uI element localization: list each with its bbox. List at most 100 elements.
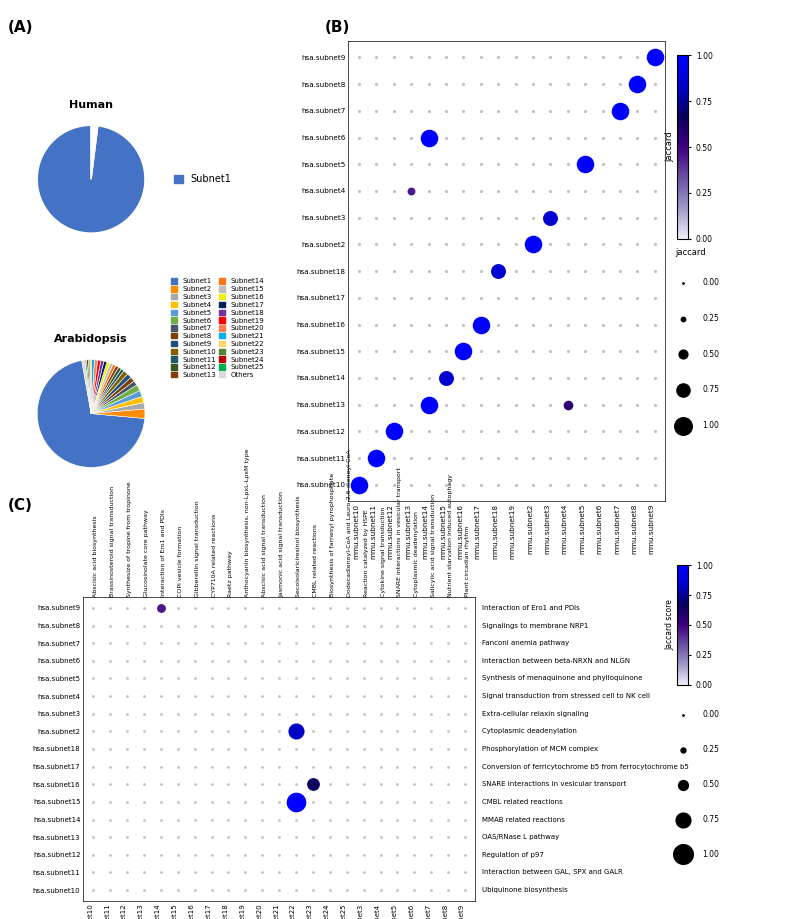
Point xyxy=(357,688,370,703)
Point xyxy=(324,795,337,810)
Point xyxy=(544,237,557,252)
Point xyxy=(324,812,337,827)
Point xyxy=(649,344,661,358)
Point xyxy=(375,830,387,845)
Point xyxy=(562,290,574,305)
Point xyxy=(307,830,319,845)
Point xyxy=(459,812,471,827)
Point xyxy=(154,777,167,791)
Point xyxy=(422,264,435,278)
Wedge shape xyxy=(91,366,119,414)
Point xyxy=(341,847,353,862)
Point xyxy=(341,707,353,721)
Text: Raetz pathway: Raetz pathway xyxy=(228,550,234,597)
Point xyxy=(205,688,218,703)
Point xyxy=(256,759,268,774)
Point xyxy=(408,688,421,703)
Point xyxy=(509,370,522,385)
Point xyxy=(596,478,609,493)
Point xyxy=(527,344,539,358)
Point xyxy=(405,264,417,278)
Point xyxy=(492,237,505,252)
Point xyxy=(649,424,661,438)
Point xyxy=(205,882,218,897)
Point xyxy=(422,184,435,199)
Text: Interaction of Ero1 and PDIs: Interaction of Ero1 and PDIs xyxy=(482,605,580,611)
Point xyxy=(509,184,522,199)
Point xyxy=(649,237,661,252)
Point xyxy=(442,688,455,703)
Text: Cytoplasmic deadenylation: Cytoplasmic deadenylation xyxy=(482,729,577,734)
Point xyxy=(562,264,574,278)
Text: Fanconi anemia pathway: Fanconi anemia pathway xyxy=(482,641,569,646)
Point xyxy=(422,157,435,172)
Point xyxy=(459,671,471,686)
Point xyxy=(405,397,417,412)
Wedge shape xyxy=(91,378,134,414)
Point xyxy=(375,636,387,651)
Point xyxy=(324,671,337,686)
Text: Cytoplasmic deadenylation: Cytoplasmic deadenylation xyxy=(414,512,420,597)
Point xyxy=(120,601,133,616)
Point xyxy=(222,653,234,668)
Point xyxy=(408,618,421,633)
Point xyxy=(272,777,285,791)
Point xyxy=(104,653,116,668)
Point xyxy=(457,184,470,199)
Text: Ubiquinone biosynthesis: Ubiquinone biosynthesis xyxy=(482,887,568,893)
Point xyxy=(631,157,644,172)
Point xyxy=(527,237,539,252)
Point xyxy=(492,130,505,145)
Point xyxy=(357,812,370,827)
Point xyxy=(614,290,626,305)
Point xyxy=(579,104,592,119)
Point xyxy=(171,795,184,810)
Point xyxy=(239,777,252,791)
Point xyxy=(154,707,167,721)
Text: Signal transduction from stressed cell to NK cell: Signal transduction from stressed cell t… xyxy=(482,693,650,699)
Point xyxy=(387,344,400,358)
Wedge shape xyxy=(91,125,98,179)
Point xyxy=(527,290,539,305)
Point xyxy=(442,795,455,810)
Point xyxy=(614,264,626,278)
Point xyxy=(120,812,133,827)
Text: Plant circadian rhythm: Plant circadian rhythm xyxy=(465,526,470,597)
Point xyxy=(391,601,404,616)
Point xyxy=(596,370,609,385)
Point xyxy=(205,759,218,774)
Point xyxy=(352,264,365,278)
Point xyxy=(422,104,435,119)
Point xyxy=(391,882,404,897)
Point xyxy=(188,653,201,668)
Point xyxy=(171,882,184,897)
Text: 0.25: 0.25 xyxy=(703,314,719,323)
Point xyxy=(440,450,452,465)
Point xyxy=(457,344,470,358)
Point xyxy=(171,812,184,827)
Point xyxy=(408,830,421,845)
Point xyxy=(138,830,150,845)
Point xyxy=(391,618,404,633)
Point xyxy=(391,812,404,827)
Point xyxy=(205,671,218,686)
Point xyxy=(527,370,539,385)
Point xyxy=(188,847,201,862)
Point xyxy=(459,830,471,845)
Point xyxy=(422,130,435,145)
Point xyxy=(272,882,285,897)
Point xyxy=(387,210,400,225)
Wedge shape xyxy=(91,396,144,414)
Point xyxy=(87,759,100,774)
Point xyxy=(357,830,370,845)
Point xyxy=(509,157,522,172)
Point xyxy=(154,671,167,686)
Point xyxy=(290,847,303,862)
Point xyxy=(171,724,184,739)
Point xyxy=(222,742,234,756)
Point xyxy=(440,104,452,119)
Point xyxy=(579,397,592,412)
Point xyxy=(459,865,471,879)
Point xyxy=(442,601,455,616)
Point xyxy=(239,636,252,651)
